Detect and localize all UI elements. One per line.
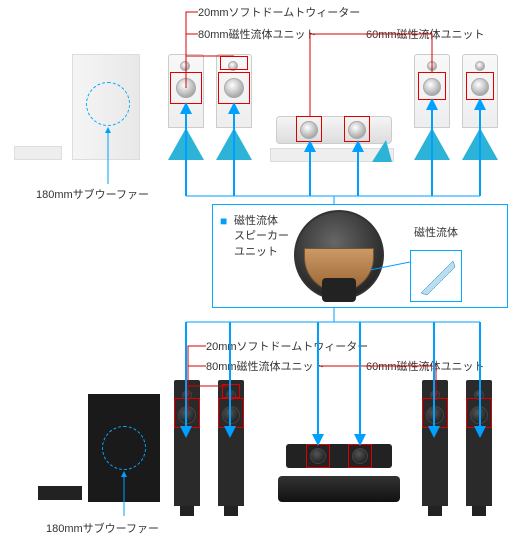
zoom-line	[370, 260, 420, 280]
label-ferrofluid: 磁性流体	[414, 224, 458, 240]
label-ferrofluid-unit: 磁性流体 スピーカー ユニット	[234, 214, 289, 260]
bullet: ■	[220, 214, 227, 228]
driver-cutaway	[294, 210, 384, 300]
blue-lines-lower	[0, 308, 520, 528]
